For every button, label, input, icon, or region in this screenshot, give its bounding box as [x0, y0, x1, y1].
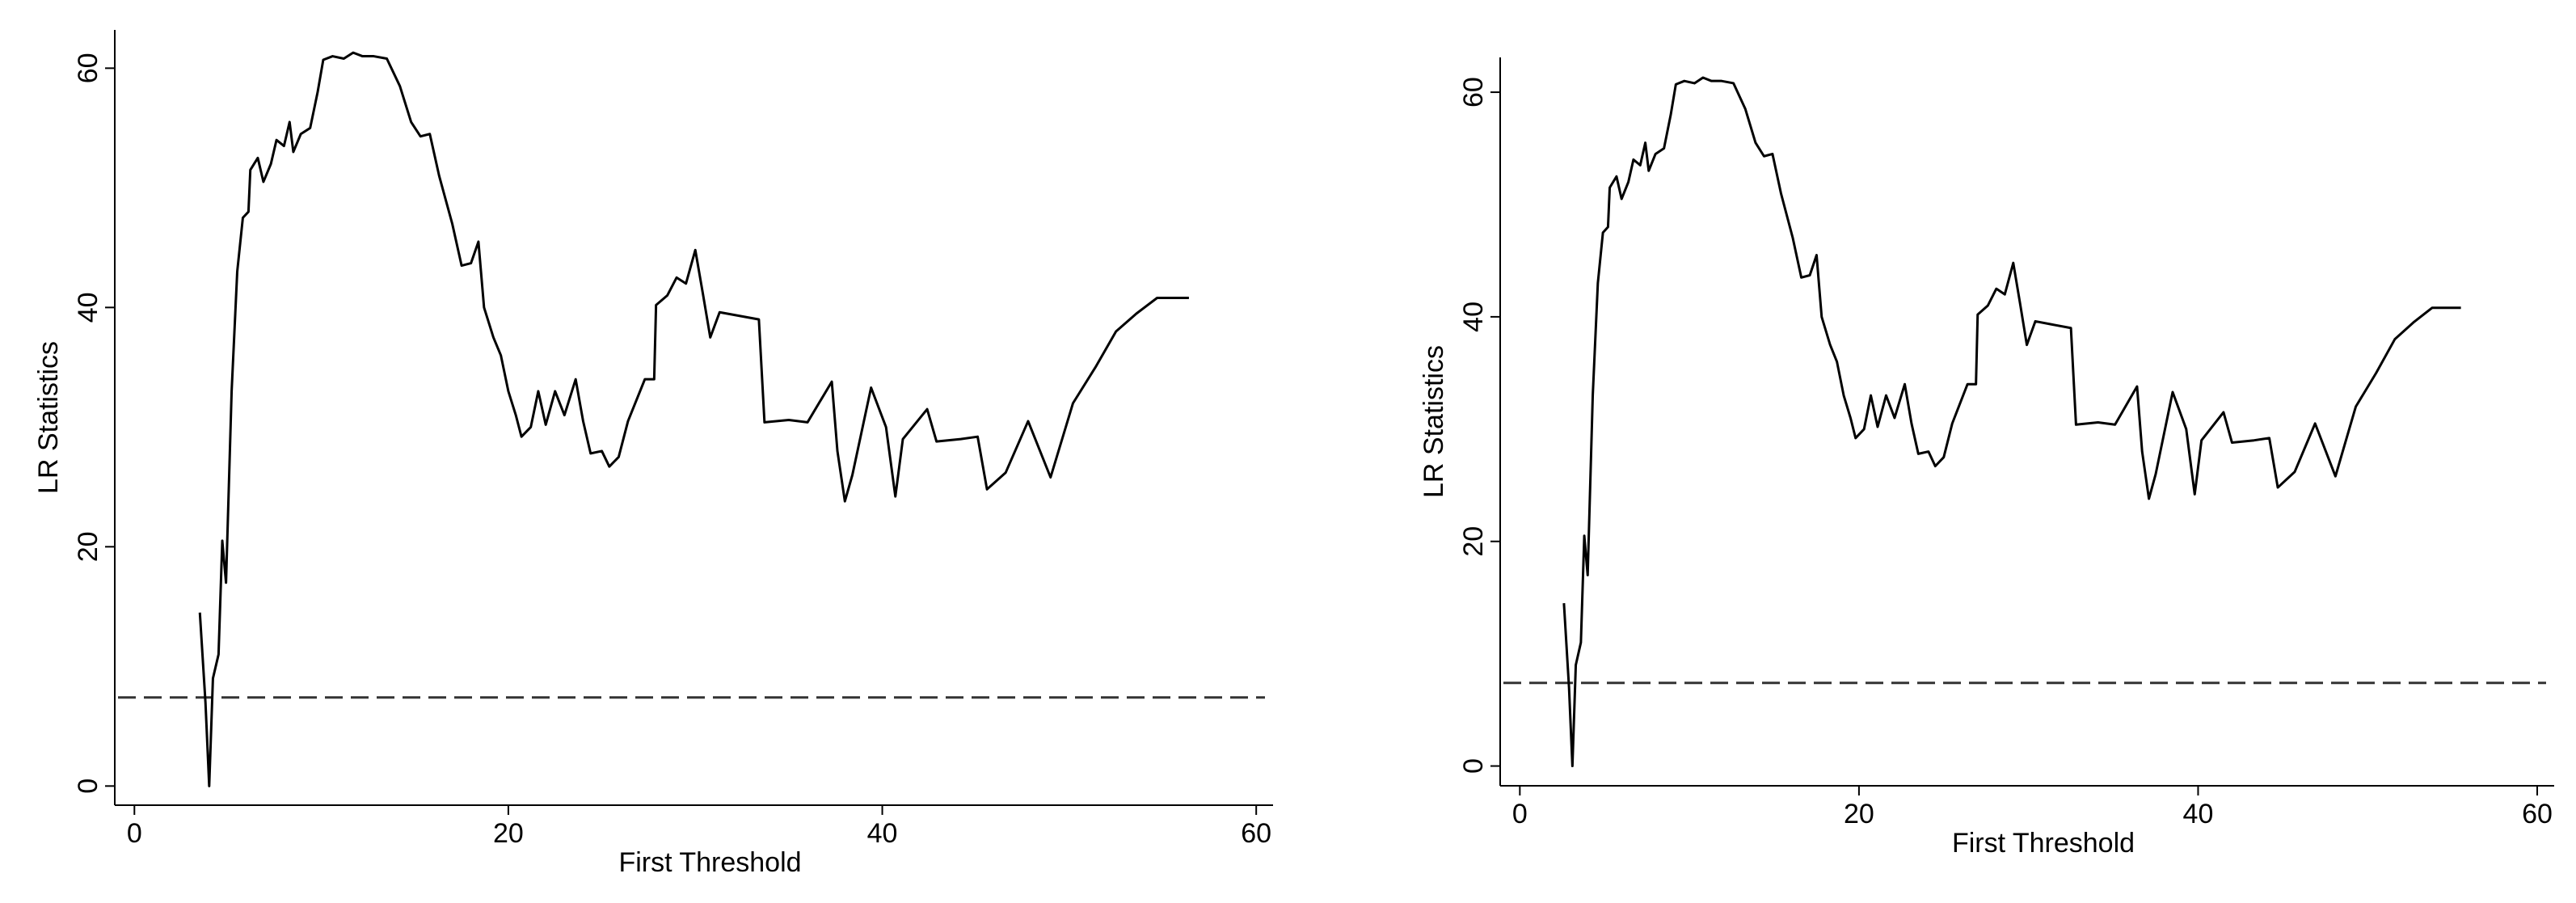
- x-tick-label: 40: [2183, 799, 2214, 829]
- y-axis-label: LR Statistics: [1419, 345, 1449, 498]
- y-tick-label: 40: [1458, 302, 1489, 332]
- x-tick-label: 20: [1844, 799, 1874, 829]
- line-series: [198, 51, 1189, 787]
- x-tick-label: 0: [127, 818, 142, 849]
- x-tick-label: 40: [867, 818, 898, 849]
- y-tick-label: 40: [73, 292, 103, 323]
- y-tick-label: 60: [73, 53, 103, 83]
- x-axis-label: First Threshold: [618, 847, 801, 878]
- y-axis-label: LR Statistics: [33, 341, 64, 494]
- y-tick-label: 0: [73, 779, 103, 794]
- y-tick-label: 20: [1458, 526, 1489, 557]
- x-tick-label: 0: [1512, 799, 1528, 829]
- x-axis-label: First Threshold: [1952, 828, 2135, 859]
- y-tick-label: 60: [1458, 77, 1489, 108]
- line-series: [1562, 76, 2461, 768]
- x-tick-label: 60: [2522, 799, 2553, 829]
- y-tick-label: 0: [1458, 758, 1489, 774]
- y-tick-label: 20: [73, 531, 103, 562]
- x-tick-label: 20: [493, 818, 524, 849]
- x-tick-label: 60: [1241, 818, 1271, 849]
